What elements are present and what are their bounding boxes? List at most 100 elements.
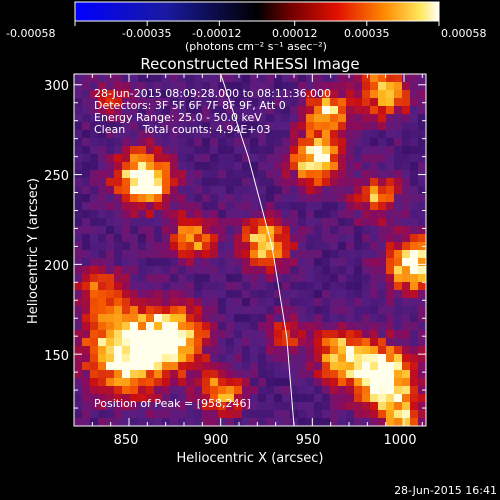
heatmap-cell — [170, 154, 178, 162]
heatmap-cell — [290, 82, 298, 90]
heatmap-cell — [114, 290, 122, 298]
heatmap-cell — [410, 314, 418, 322]
heatmap-cell — [82, 378, 90, 386]
heatmap-cell — [170, 370, 178, 378]
heatmap-cell — [154, 322, 162, 330]
heatmap-cell — [362, 298, 370, 306]
heatmap-cell — [258, 282, 266, 290]
colorbar-gradient — [74, 1, 440, 22]
heatmap-cell — [330, 130, 338, 138]
heatmap-cell — [170, 274, 178, 282]
heatmap-cell — [90, 338, 98, 346]
heatmap-cell — [274, 354, 282, 362]
heatmap-cell — [322, 282, 330, 290]
heatmap-cell — [306, 210, 314, 218]
heatmap-cell — [402, 154, 410, 162]
heatmap-cell — [106, 98, 114, 106]
heatmap-cell — [74, 218, 82, 226]
heatmap-cell — [98, 114, 106, 122]
heatmap-cell — [330, 402, 338, 410]
heatmap-cell — [234, 370, 242, 378]
heatmap-cell — [202, 194, 210, 202]
heatmap-cell — [362, 330, 370, 338]
heatmap-cell — [418, 410, 426, 418]
heatmap-cell — [370, 122, 378, 130]
plot-frame — [73, 73, 427, 427]
heatmap-cell — [98, 314, 106, 322]
heatmap-cell — [82, 74, 90, 82]
heatmap-cell — [386, 290, 394, 298]
heatmap-cell — [202, 306, 210, 314]
heatmap-cell — [378, 394, 386, 402]
heatmap-cell — [98, 186, 106, 194]
heatmap-cell — [410, 146, 418, 154]
heatmap-cell — [250, 410, 258, 418]
heatmap-cell — [378, 282, 386, 290]
heatmap-cell — [362, 154, 370, 162]
heatmap-cell — [226, 274, 234, 282]
heatmap-cell — [362, 402, 370, 410]
heatmap-cell — [90, 98, 98, 106]
heatmap-cell — [138, 250, 146, 258]
heatmap-cell — [330, 122, 338, 130]
heatmap-cell — [74, 410, 82, 418]
heatmap-cell — [178, 178, 186, 186]
heatmap-cell — [354, 290, 362, 298]
heatmap-cell — [98, 178, 106, 186]
heatmap-cell — [274, 418, 282, 426]
heatmap-cell — [362, 386, 370, 394]
heatmap-cell — [266, 378, 274, 386]
heatmap-cell — [370, 258, 378, 266]
heatmap-cell — [178, 346, 186, 354]
heatmap-cell — [322, 386, 330, 394]
heatmap-cell — [170, 290, 178, 298]
heatmap-cell — [322, 362, 330, 370]
heatmap-cell — [346, 266, 354, 274]
heatmap-cell — [338, 402, 346, 410]
heatmap-cell — [194, 162, 202, 170]
heatmap-cell — [274, 266, 282, 274]
heatmap-cell — [322, 378, 330, 386]
heatmap-cell — [194, 82, 202, 90]
heatmap-cell — [226, 306, 234, 314]
heatmap-cell — [146, 226, 154, 234]
heatmap-cell — [378, 146, 386, 154]
heatmap-cell — [242, 234, 250, 242]
heatmap-cell — [282, 154, 290, 162]
heatmap-cell — [186, 258, 194, 266]
heatmap-cell — [162, 338, 170, 346]
heatmap-cell — [106, 346, 114, 354]
heatmap-cell — [74, 114, 82, 122]
heatmap-cell — [194, 354, 202, 362]
heatmap-cell — [122, 298, 130, 306]
heatmap-cell — [122, 346, 130, 354]
heatmap-cell — [210, 202, 218, 210]
heatmap-cell — [106, 290, 114, 298]
heatmap-cell — [354, 354, 362, 362]
heatmap-cell — [178, 90, 186, 98]
heatmap-cell — [194, 266, 202, 274]
heatmap-cell — [74, 130, 82, 138]
heatmap-cell — [74, 154, 82, 162]
heatmap-cell — [146, 290, 154, 298]
heatmap-cell — [250, 138, 258, 146]
heatmap-cell — [314, 186, 322, 194]
heatmap-cell — [322, 90, 330, 98]
heatmap-cell — [346, 170, 354, 178]
heatmap-cell — [330, 250, 338, 258]
heatmap-cell — [298, 274, 306, 282]
heatmap-cell — [194, 290, 202, 298]
heatmap-cell — [186, 162, 194, 170]
heatmap-cell — [410, 234, 418, 242]
heatmap-cell — [154, 154, 162, 162]
heatmap-cell — [138, 218, 146, 226]
heatmap-cell — [354, 162, 362, 170]
heatmap-cell — [122, 178, 130, 186]
heatmap-cell — [394, 202, 402, 210]
heatmap-cell — [418, 346, 426, 354]
heatmap-cell — [106, 418, 114, 426]
heatmap-cell — [218, 202, 226, 210]
heatmap-cell — [74, 370, 82, 378]
heatmap-cell — [330, 154, 338, 162]
heatmap-cell — [130, 226, 138, 234]
